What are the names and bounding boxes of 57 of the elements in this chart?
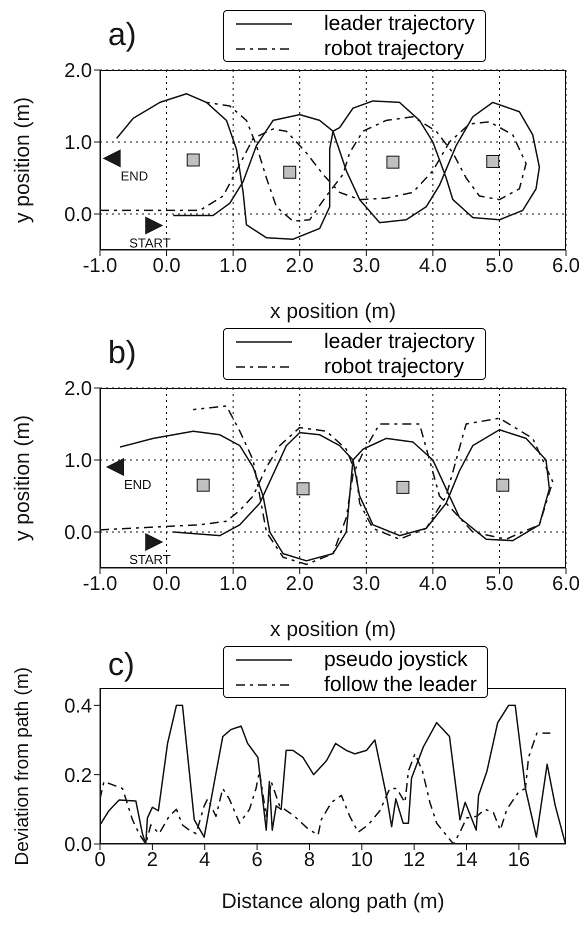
y-tick-label: 1.0 — [64, 132, 92, 154]
x-tick-label: 3.0 — [352, 573, 380, 596]
point — [283, 166, 296, 179]
x-tick-label: 5.0 — [486, 573, 514, 596]
x-tick-label: 5.0 — [486, 255, 514, 278]
x-tick-label: 10 — [350, 849, 373, 872]
y-tick-label: 2.0 — [64, 60, 92, 82]
x-tick-label: -1.0 — [82, 573, 118, 596]
y-tick-label: 0.0 — [64, 522, 92, 544]
x-tick-label: 8 — [304, 849, 315, 872]
x-axis-title: x position (m) — [270, 300, 396, 323]
y-axis-title: Deviation from path (m) — [12, 666, 34, 866]
x-tick-label: 0 — [94, 849, 106, 872]
legend-label: robot trajectory — [324, 36, 464, 61]
legend-label: robot trajectory — [324, 354, 464, 379]
x-axis-title: Distance along path (m) — [222, 890, 444, 913]
y-tick-label: 0.0 — [64, 204, 92, 226]
y-tick-label: 0.2 — [64, 764, 92, 787]
x-tick-label: 14 — [455, 849, 478, 872]
annotation: START — [129, 552, 171, 567]
x-tick-label: 2 — [146, 849, 158, 872]
x-tick-label: 4 — [199, 849, 210, 872]
y-tick-label: 0.4 — [64, 695, 92, 718]
x-tick-label: 2.0 — [286, 573, 314, 596]
x-tick-label: 12 — [403, 849, 426, 872]
x-tick-label: 1.0 — [219, 573, 248, 596]
annotation: START — [129, 235, 171, 250]
x-tick-label: 3.0 — [352, 255, 380, 278]
point — [186, 154, 200, 166]
chart-title: b) — [108, 334, 136, 371]
annotation: END — [120, 168, 148, 184]
x-tick-label: 6 — [252, 849, 263, 872]
x-tick-label: 1.0 — [219, 255, 248, 278]
x-tick-label: 0.0 — [152, 573, 180, 596]
y-tick-label: 2.0 — [64, 378, 92, 400]
y-axis-title: y position (m) — [11, 96, 35, 224]
legend-label: leader trajectory — [324, 329, 475, 354]
x-tick-label: 4.0 — [418, 573, 447, 596]
legend-label: follow the leader — [324, 672, 477, 697]
chart-title: c) — [108, 646, 135, 683]
x-tick-label: 2.0 — [286, 255, 314, 278]
point — [386, 156, 400, 169]
y-tick-label: 0.0 — [64, 834, 92, 856]
legend-label: leader trajectory — [324, 11, 475, 36]
y-tick-label: 1.0 — [64, 450, 92, 472]
y-axis-title: y position (m) — [11, 414, 35, 542]
x-axis-title: x position (m) — [270, 618, 396, 641]
legend-label: pseudo joystick — [324, 647, 468, 672]
x-tick-label: 6.0 — [552, 255, 580, 278]
x-tick-label: 0.0 — [152, 255, 180, 278]
point — [486, 154, 500, 168]
chart-title: a) — [108, 16, 136, 53]
x-tick-label: 4.0 — [418, 255, 447, 278]
x-tick-label: 16 — [508, 849, 530, 872]
x-tick-label: -1.0 — [82, 255, 118, 278]
annotation: END — [124, 477, 152, 492]
x-tick-label: 6.0 — [552, 573, 580, 596]
